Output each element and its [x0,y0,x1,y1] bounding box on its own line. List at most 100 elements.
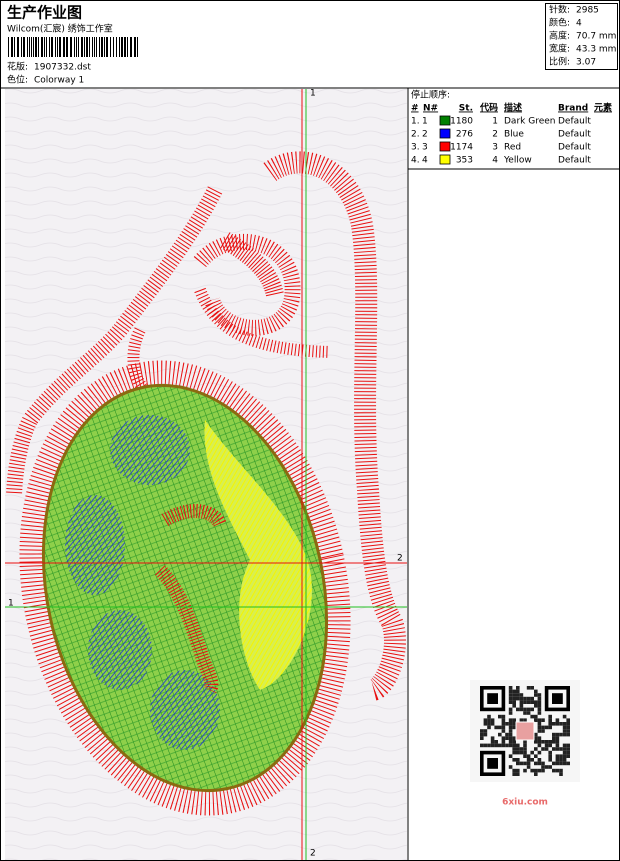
qr-module [566,761,570,766]
qr-module [508,711,513,715]
colorway-label: 色位: [7,74,28,86]
row-brand: Default [558,130,591,140]
qr-module [541,747,545,751]
barcode-bar [104,37,105,57]
qr-module [530,714,534,719]
qr-module [508,732,513,737]
barcode-bar [92,37,93,57]
summary-label: 颜色: [549,17,570,29]
row-stitches: 1174 [450,143,473,153]
qr-module [494,725,498,730]
qr-code [480,686,570,776]
qr-module [519,718,524,722]
row-stitches: 1180 [450,117,473,127]
barcode-bar [127,37,128,57]
qr-module [544,747,549,751]
qr-module [566,747,570,751]
red-spiral [193,233,301,336]
qr-module [555,736,560,740]
barcode-bar [76,37,77,57]
row-description: Red [504,143,521,153]
qr-module [562,761,567,766]
qr-module [519,704,524,708]
qr-module [562,743,567,748]
row-code: 2 [492,130,498,140]
barcode-bar [63,37,65,57]
qr-module [519,696,524,701]
row-brand: Default [558,143,591,153]
row-needle: 3 [422,143,428,153]
qr-module [534,714,538,719]
summary-label: 比例: [549,56,570,68]
qr-module [512,747,516,751]
qr-module [512,740,516,744]
qr-module [562,754,567,758]
barcode-bar [59,37,61,57]
barcode-bar [8,37,9,57]
qr-module [501,743,506,748]
qr-module [537,736,542,740]
summary-value: 2985 [576,6,599,16]
column-header: 描述 [504,102,522,114]
barcode-bar [55,37,56,57]
barcode-bar [74,37,75,57]
qr-module [534,772,538,776]
qr-module [530,750,534,755]
qr-module [490,740,495,744]
barcode-bar [41,37,43,57]
qr-module [512,718,516,722]
guide-label: 1 [310,89,316,99]
qr-module [480,736,484,740]
row-description: Blue [504,130,524,140]
qr-module [512,758,516,762]
qr-module [548,718,552,722]
qr-module [562,758,567,762]
qr-module [548,750,552,755]
row-description: Yellow [503,156,532,166]
qr-module [541,768,545,773]
qr-module [523,761,527,766]
qr-module [534,740,538,744]
qr-module [501,729,506,733]
qr-module [541,765,545,769]
qr-module [483,718,488,722]
qr-module [508,743,513,748]
qr-module [559,772,563,776]
qr-module [508,700,513,704]
studio: Wilcom(汇宸) 绣饰工作室 [7,23,113,35]
row-index: 3. [411,143,420,153]
barcode-bar [51,37,53,57]
blue-fill [150,670,220,750]
summary: 针数: 2985 颜色: 4 高度: 70.7 mm 宽度: 43.3 mm 比例: 3.07 [549,4,616,68]
barcode-bar [66,37,68,57]
qr-module [559,722,563,726]
qr-module [534,704,538,708]
barcode-bar [31,37,32,57]
qr-module [548,743,552,748]
qr-module [555,761,560,766]
qr-module [566,732,570,737]
color-swatch [439,128,451,139]
qr-module [498,714,502,719]
qr-module [555,740,560,744]
qr-module [505,722,509,726]
qr-module [480,729,484,733]
color-swatch [439,115,451,126]
barcode-bar [11,37,13,57]
qr-module [537,750,542,755]
qr-module [566,729,570,733]
barcode-bar [121,37,123,57]
qr-module [537,740,542,744]
embroidery [6,151,406,816]
barcode-bar [99,37,100,57]
stop-table: # N# St. 代码 描述 Brand 元素1. 1 1180 1 Dark Green Defau… [411,102,612,166]
barcode-bar [23,37,25,57]
guide-label: 1 [8,599,14,609]
barcode [8,37,138,57]
qr-module [490,743,495,748]
qr-module [505,736,509,740]
qr-module [537,768,542,773]
qr-module [523,747,527,751]
barcode-bar [124,37,126,57]
barcode-bar [57,37,58,57]
